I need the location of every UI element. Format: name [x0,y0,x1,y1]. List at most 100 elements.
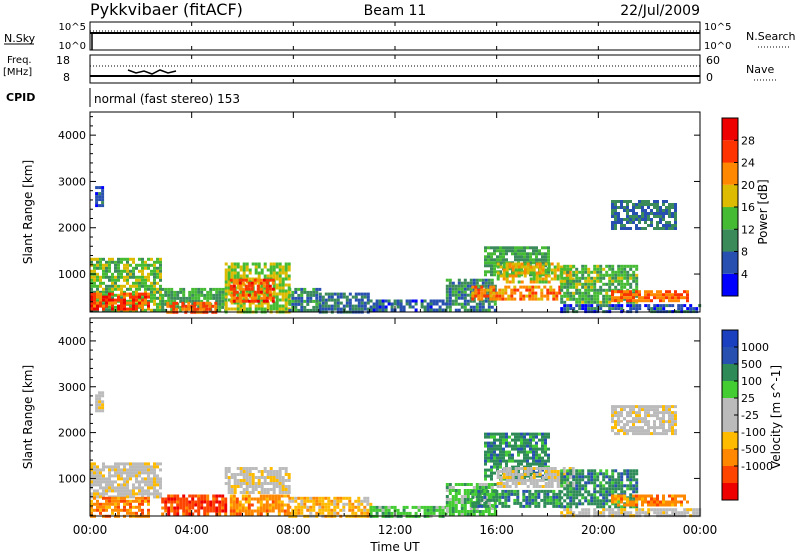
power-cell [632,212,635,215]
power-cell [451,284,455,288]
power-cell [517,246,520,250]
velocity-cell [522,489,526,493]
power-cell [546,297,550,301]
velocity-cell [278,482,282,485]
velocity-cell [526,479,530,482]
power-cell [650,307,654,311]
power-cell [135,287,138,291]
power-cell [248,295,252,299]
velocity-cell [224,467,228,470]
velocity-cell [496,459,499,463]
velocity-cell [558,504,562,508]
power-cell [99,284,102,288]
power-cell [233,265,237,269]
velocity-cell [499,462,502,466]
power-cell [102,287,105,291]
power-cell [538,252,541,256]
velocity-cell [224,503,228,507]
velocity-cell [513,492,517,496]
power-cell [581,294,585,298]
power-cell [408,299,412,303]
power-cell [229,284,233,288]
velocity-cell [538,467,542,470]
power-cell [620,224,623,227]
power-cell [253,281,257,285]
power-cell [294,308,298,312]
power-cell [105,298,108,302]
power-cell [144,275,147,279]
power-cell [150,272,153,276]
power-cell [108,263,111,267]
velocity-colorbar-label: 100 [741,375,762,388]
velocity-cell [132,489,135,493]
power-cell [99,301,102,305]
velocity-cell [623,484,627,488]
power-cell [596,279,600,283]
velocity-cell [555,504,559,508]
power-cell [159,308,162,312]
velocity-cell [451,507,455,510]
velocity-cell [578,469,582,473]
velocity-cell [251,473,255,476]
power-cell [105,287,108,291]
power-cell [135,295,138,299]
velocity-cell [294,496,298,500]
power-cell [315,308,319,312]
velocity-cell [511,432,514,436]
power-cell [532,246,535,250]
power-cell [671,212,674,215]
velocity-cell [617,432,620,436]
velocity-cell [581,508,585,512]
power-cell [242,304,246,308]
velocity-cell [520,482,524,485]
velocity-cell [451,501,455,504]
power-cell [593,276,597,280]
power-cell [490,267,493,271]
velocity-cell [200,506,204,510]
velocity-cell [321,505,325,509]
velocity-cell [517,459,520,463]
velocity-cell [170,506,174,510]
velocity-cell [572,487,576,491]
velocity-cell [441,505,445,509]
velocity-cell [254,485,258,488]
velocity-cell [111,474,114,478]
power-cell [102,266,105,270]
velocity-cell [532,467,536,470]
power-cell [387,302,391,306]
velocity-cell [662,429,665,433]
velocity-cell [354,499,358,503]
velocity-cell [200,500,204,504]
power-cell [584,297,588,301]
power-cell [587,288,591,292]
power-cell [369,299,373,303]
velocity-cell [569,484,573,488]
velocity-cell [611,411,614,415]
velocity-cell [656,432,659,436]
velocity-cell [499,465,502,469]
power-cell [505,262,509,266]
velocity-cell [483,504,487,508]
velocity-cell [102,502,105,506]
velocity-cell [498,495,502,499]
velocity-cell [549,489,553,493]
velocity-cell [297,496,301,500]
velocity-cell [632,420,635,424]
power-cell [662,224,665,227]
velocity-cell [300,505,304,509]
velocity-cell [671,432,674,436]
power-cell [559,265,563,269]
velocity-cell [541,435,544,439]
power-cell [150,263,153,267]
velocity-cell [547,473,551,476]
power-cell [638,299,641,303]
velocity-cell [590,478,594,482]
velocity-cell [327,508,331,512]
velocity-cell [547,479,551,482]
velocity-cell [466,489,470,492]
velocity-cell [259,497,263,501]
power-cell [445,287,449,291]
velocity-cell [490,450,493,454]
power-cell [150,257,153,261]
velocity-cell [620,429,623,433]
